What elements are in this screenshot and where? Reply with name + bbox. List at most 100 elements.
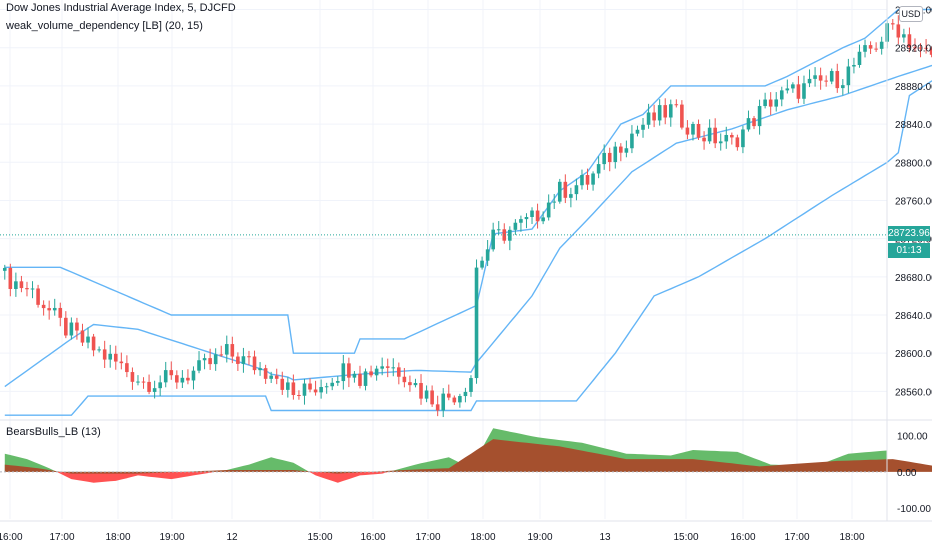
candle: [380, 357, 384, 376]
candle: [513, 219, 518, 235]
candle: [746, 110, 751, 132]
candle: [824, 75, 828, 87]
x-tick-label: 18:00: [470, 532, 495, 543]
candle: [241, 347, 246, 373]
candle: [774, 92, 779, 112]
candle: [86, 327, 90, 349]
candle: [441, 388, 446, 418]
candle: [335, 376, 340, 386]
candle: [36, 284, 40, 308]
candle: [14, 272, 18, 297]
candle: [785, 79, 790, 94]
chart-title: Dow Jones Industrial Average Index, 5, D…: [6, 2, 236, 14]
candle: [691, 121, 695, 141]
candle: [491, 222, 495, 252]
candle: [718, 133, 723, 151]
y-tick-label: 28880.00: [895, 82, 932, 93]
upper_band: [4, 8, 932, 354]
y-tick-label: 28640.00: [895, 311, 932, 322]
candle: [924, 39, 928, 54]
candle: [868, 41, 873, 54]
candle: [879, 36, 884, 55]
candle: [19, 275, 24, 293]
candle: [25, 281, 29, 297]
candle: [524, 213, 529, 229]
indicator-legend-bearsbulls[interactable]: BearsBulls_LB (13): [6, 426, 101, 438]
candle: [435, 395, 440, 417]
candle: [641, 118, 645, 138]
trend_line: [4, 64, 932, 388]
candle: [763, 92, 767, 109]
candle: [52, 298, 57, 316]
x-tick-label: 16:00: [730, 532, 755, 543]
candle: [730, 132, 734, 145]
candle: [2, 264, 7, 280]
x-tick-label: 15:00: [307, 532, 332, 543]
candle: [397, 362, 401, 385]
candle: [302, 378, 307, 405]
countdown-tag: 01:13: [888, 243, 930, 258]
y-tick-label: 28760.00: [895, 196, 932, 207]
x-tick-label: 17:00: [784, 532, 809, 543]
x-tick-label: 18:00: [105, 532, 130, 543]
candle: [635, 125, 640, 137]
candle: [807, 69, 812, 88]
candle: [385, 358, 390, 378]
indicator-legend-weak-volume[interactable]: weak_volume_dependency [LB] (20, 15): [6, 20, 203, 32]
candle: [680, 100, 684, 130]
candle: [596, 156, 601, 179]
x-tick-label: 16:00: [360, 532, 385, 543]
candle: [236, 352, 240, 371]
candle: [696, 119, 701, 140]
candle: [757, 99, 762, 135]
candle: [607, 147, 612, 172]
x-tick-label: 13: [599, 532, 611, 543]
candle: [430, 385, 434, 407]
candle: [219, 345, 224, 357]
candle: [175, 370, 179, 389]
candle: [330, 377, 335, 391]
x-tick-label: 15:00: [673, 532, 698, 543]
candle: [352, 371, 357, 383]
candle: [802, 75, 806, 105]
currency-button[interactable]: USD: [899, 6, 923, 22]
candle: [58, 302, 63, 327]
candle: [474, 259, 479, 384]
candle: [247, 350, 251, 365]
candle: [191, 366, 196, 390]
candle: [230, 336, 235, 364]
candle: [585, 168, 590, 190]
candle: [846, 58, 851, 94]
candle: [452, 395, 457, 406]
candle: [630, 125, 634, 154]
candle: [125, 355, 129, 378]
candle: [480, 256, 484, 270]
bears-area: [4, 439, 932, 474]
candle: [158, 375, 162, 396]
candle: [169, 361, 174, 380]
candle: [163, 361, 168, 388]
y-tick-label: 28840.00: [895, 120, 932, 131]
candle: [580, 169, 584, 190]
x-tick-label: 12: [226, 532, 238, 543]
candle: [829, 68, 834, 85]
candle: [113, 345, 118, 370]
candle: [835, 63, 840, 93]
candle: [202, 353, 207, 370]
lower_band: [4, 80, 932, 416]
candle: [713, 118, 717, 149]
candle: [291, 374, 296, 400]
candle: [624, 140, 629, 158]
candle: [213, 348, 218, 371]
osc-y-tick-label: -100.00: [897, 504, 931, 515]
candle: [41, 300, 46, 316]
candle: [496, 221, 501, 235]
candle: [818, 67, 823, 90]
x-tick-label: 16:00: [0, 532, 23, 543]
candle: [136, 375, 140, 386]
candle: [508, 226, 512, 251]
y-tick-label: 28800.00: [895, 158, 932, 169]
candle: [458, 393, 462, 408]
